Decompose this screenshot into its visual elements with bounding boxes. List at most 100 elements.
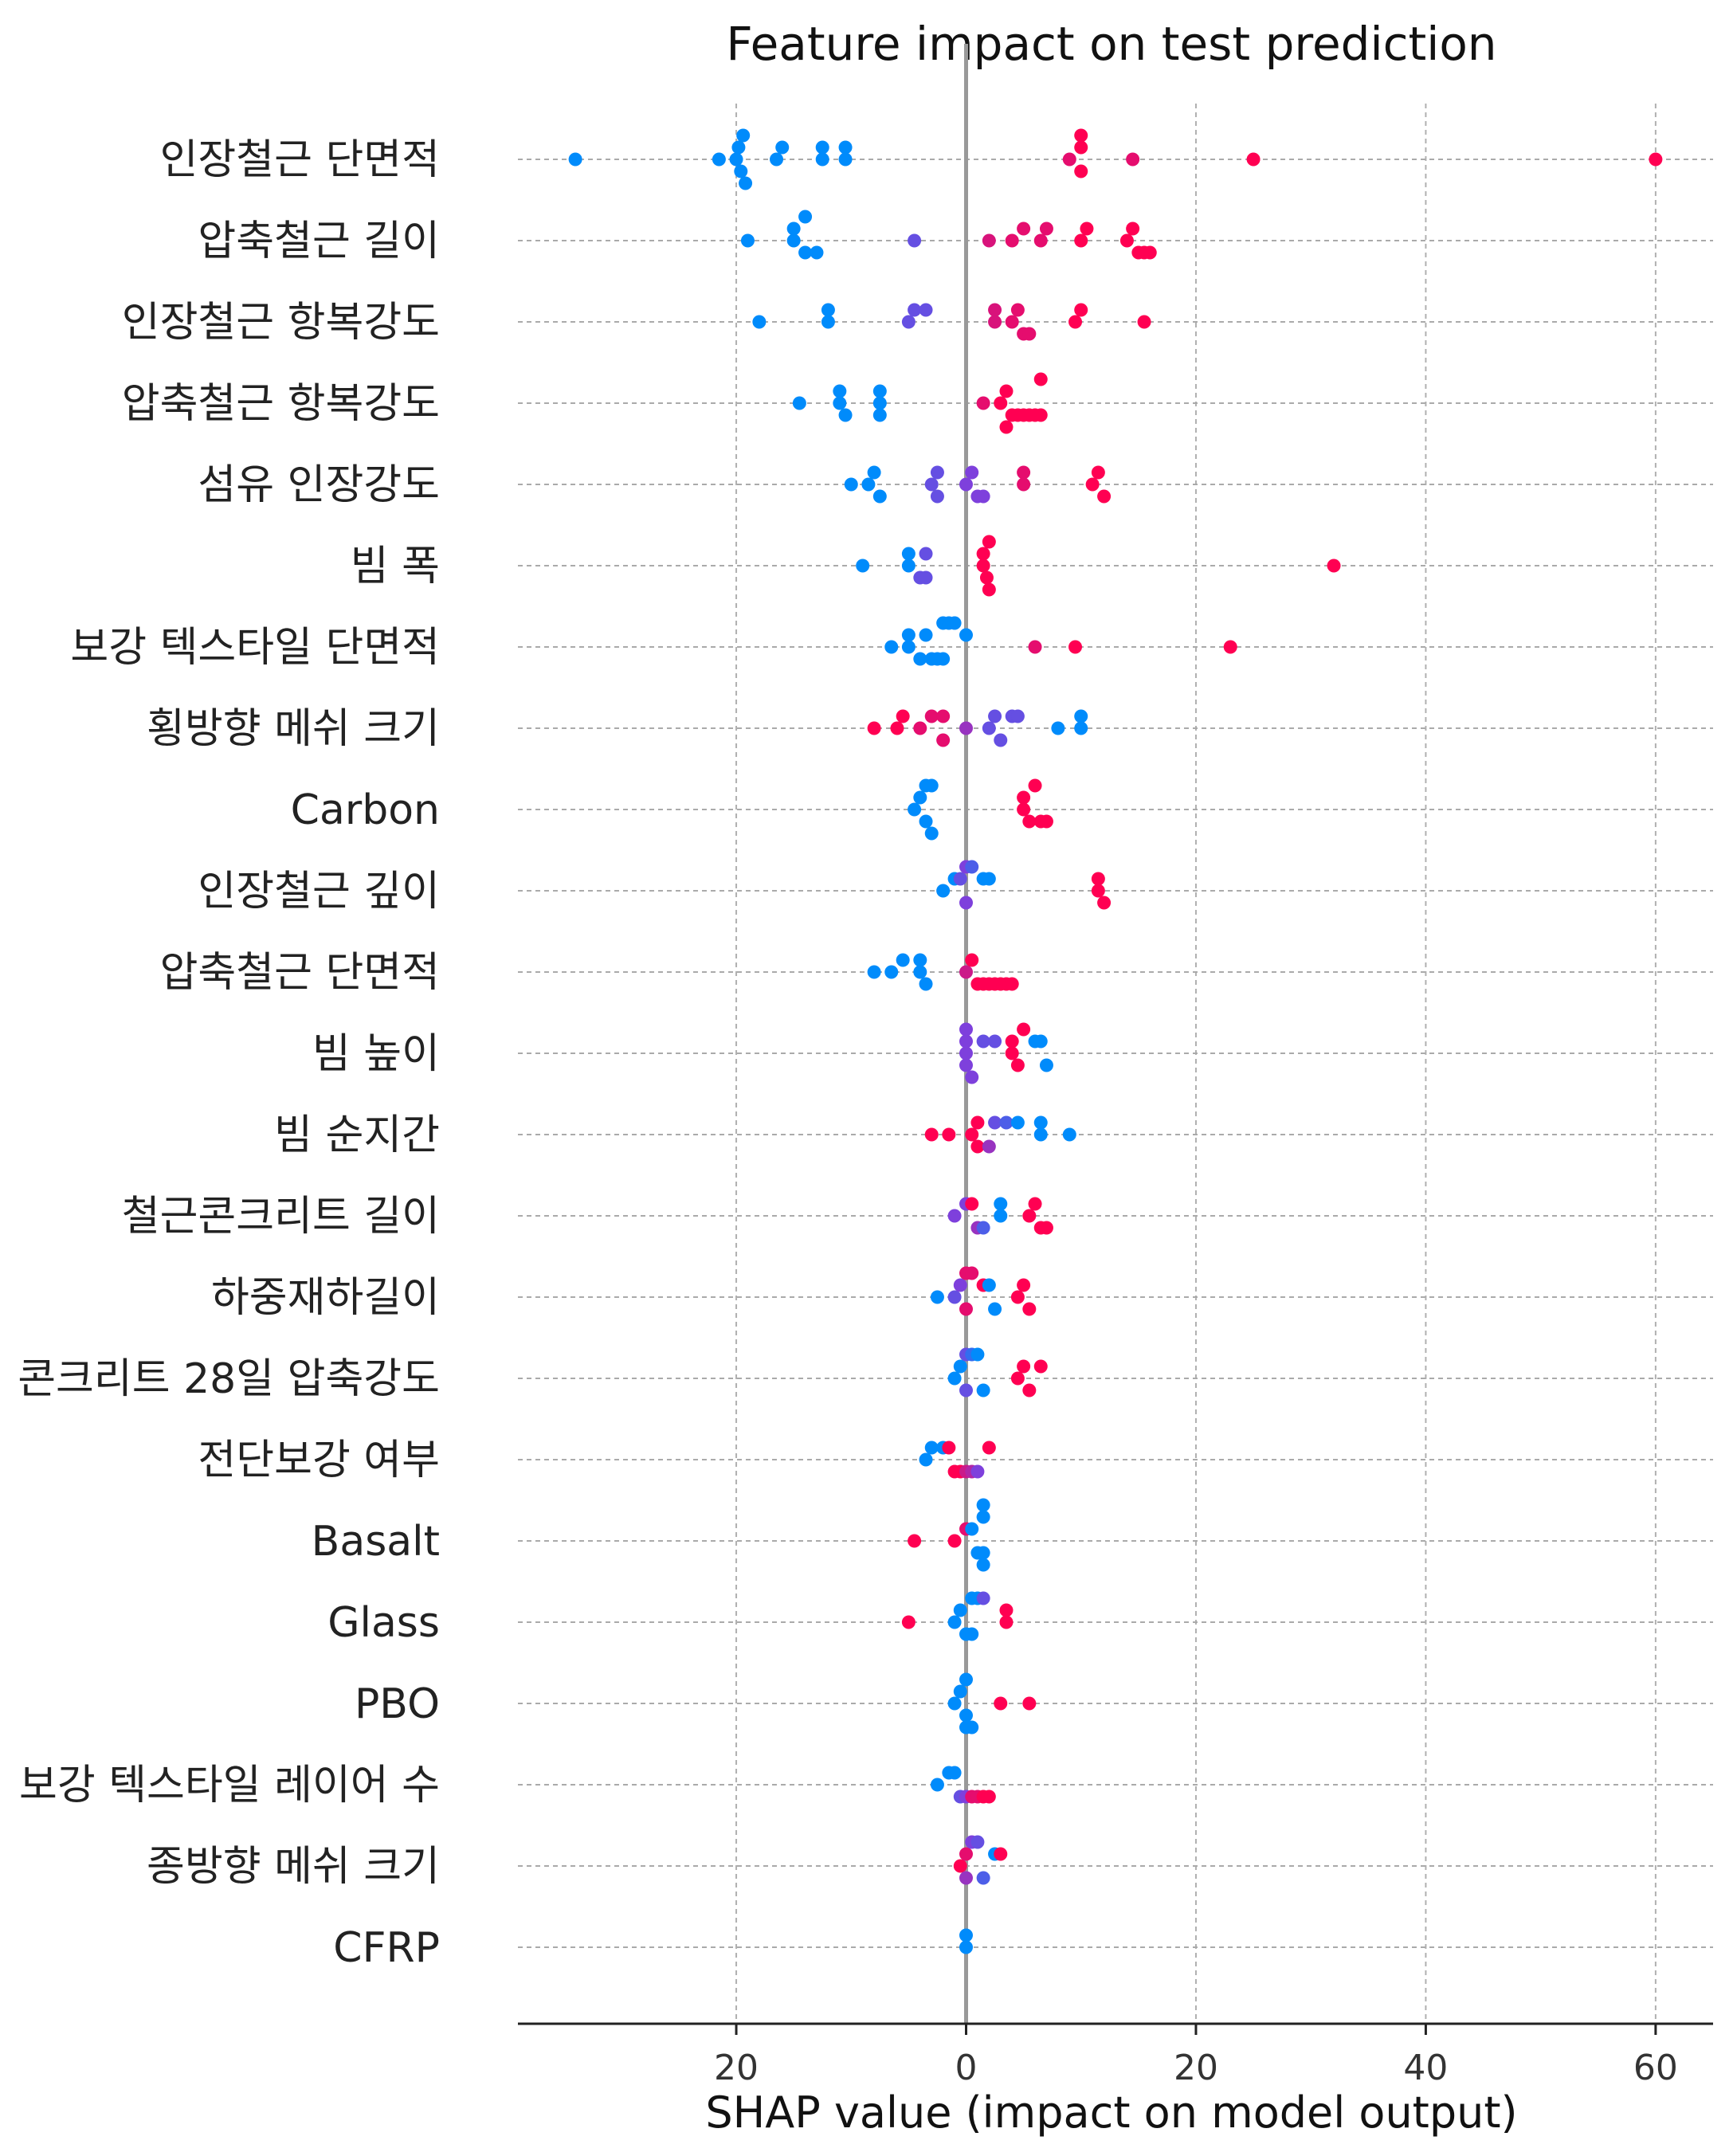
shap-point bbox=[976, 1510, 990, 1524]
shap-point bbox=[959, 1847, 973, 1861]
shap-point bbox=[1022, 1383, 1037, 1397]
shap-point bbox=[901, 559, 916, 573]
shap-point bbox=[924, 1127, 939, 1142]
shap-point bbox=[1033, 408, 1048, 422]
feature-label: 섬유 인장강도 bbox=[198, 461, 440, 509]
shap-point bbox=[947, 1534, 962, 1548]
feature-label: 횡방향 메쉬 크기 bbox=[147, 705, 440, 753]
feature-label: 압축철근 항복강도 bbox=[122, 380, 440, 428]
shap-point bbox=[786, 221, 801, 236]
shap-point bbox=[959, 1058, 973, 1072]
shap-point bbox=[1039, 814, 1053, 829]
shap-point bbox=[896, 709, 910, 723]
feature-label: 하중재하길이 bbox=[211, 1274, 440, 1322]
shap-point bbox=[982, 1789, 996, 1804]
shap-point bbox=[844, 477, 858, 492]
feature-label: PBO bbox=[355, 1680, 440, 1728]
shap-point bbox=[947, 1615, 962, 1629]
shap-point bbox=[976, 489, 990, 504]
shap-point bbox=[965, 1070, 979, 1084]
shap-point bbox=[1005, 1046, 1019, 1060]
shap-point bbox=[1017, 1022, 1031, 1037]
shap-point bbox=[1017, 802, 1031, 817]
shap-point bbox=[919, 977, 933, 991]
shap-point bbox=[970, 1139, 985, 1154]
shap-point bbox=[942, 1127, 956, 1142]
shap-point bbox=[867, 465, 881, 480]
shap-point bbox=[1074, 233, 1088, 248]
shap-point bbox=[988, 1302, 1002, 1316]
shap-point bbox=[936, 884, 951, 898]
shap-point bbox=[838, 152, 853, 167]
shap-point bbox=[1028, 640, 1042, 654]
shap-point bbox=[988, 303, 1002, 317]
shap-point bbox=[913, 965, 927, 979]
shap-point bbox=[1010, 709, 1025, 723]
shap-point bbox=[1091, 465, 1105, 480]
shap-point bbox=[901, 547, 916, 561]
shap-point bbox=[982, 535, 996, 549]
shap-point bbox=[1126, 221, 1140, 236]
shap-point bbox=[1097, 489, 1112, 504]
grid-layer bbox=[518, 44, 1713, 2024]
shap-point bbox=[1022, 814, 1037, 829]
shap-point bbox=[1039, 221, 1053, 236]
feature-label: 빔 순지간 bbox=[274, 1111, 440, 1159]
shap-point bbox=[965, 465, 979, 480]
shap-point bbox=[959, 1928, 973, 1942]
shap-point bbox=[953, 1603, 967, 1617]
feature-label: 보강 텍스타일 단면적 bbox=[70, 624, 440, 672]
shap-point bbox=[1649, 152, 1663, 167]
shap-point bbox=[953, 872, 967, 886]
shap-point bbox=[1010, 1058, 1025, 1072]
x-tick-label: 60 bbox=[1633, 2048, 1678, 2088]
shap-point bbox=[979, 570, 994, 585]
shap-point bbox=[959, 896, 973, 910]
shap-point bbox=[919, 547, 933, 561]
shap-point bbox=[959, 1383, 973, 1397]
shap-point bbox=[999, 1115, 1014, 1130]
shap-point bbox=[1033, 1127, 1048, 1142]
shap-point bbox=[919, 570, 933, 585]
shap-point bbox=[936, 709, 951, 723]
shap-point bbox=[798, 245, 813, 260]
shap-point bbox=[1091, 884, 1105, 898]
shap-point bbox=[1005, 977, 1019, 991]
shap-point bbox=[815, 140, 829, 155]
shap-point bbox=[930, 1290, 944, 1304]
feature-label: 종방향 메쉬 크기 bbox=[147, 1843, 440, 1891]
shap-point bbox=[976, 1221, 990, 1235]
shap-point bbox=[947, 1209, 962, 1223]
shap-point bbox=[924, 1441, 939, 1455]
shap-point bbox=[959, 1046, 973, 1060]
shap-point bbox=[1074, 128, 1088, 143]
shap-point bbox=[965, 1720, 979, 1735]
points-layer bbox=[568, 128, 1663, 1954]
shap-point bbox=[901, 1615, 916, 1629]
shap-point bbox=[740, 233, 755, 248]
shap-point bbox=[959, 721, 973, 735]
shap-point bbox=[872, 384, 887, 398]
shap-point bbox=[729, 152, 743, 167]
feature-label: Glass bbox=[327, 1599, 440, 1647]
shap-point bbox=[994, 1197, 1008, 1211]
shap-point bbox=[982, 233, 996, 248]
shap-point bbox=[924, 826, 939, 841]
shap-point bbox=[959, 1940, 973, 1954]
shap-point bbox=[739, 176, 753, 190]
shap-point bbox=[770, 152, 784, 167]
shap-point bbox=[924, 778, 939, 793]
shap-point bbox=[965, 1627, 979, 1641]
shap-point bbox=[976, 1383, 990, 1397]
shap-point bbox=[936, 652, 951, 666]
shap-point bbox=[988, 1115, 1002, 1130]
shap-point bbox=[1022, 1696, 1037, 1711]
shap-point bbox=[982, 872, 996, 886]
shap-point bbox=[936, 733, 951, 747]
shap-point bbox=[896, 953, 910, 967]
shap-point bbox=[994, 1847, 1008, 1861]
shap-point bbox=[976, 1034, 990, 1049]
shap-point bbox=[1074, 709, 1088, 723]
shap-point bbox=[959, 628, 973, 642]
shap-point bbox=[930, 465, 944, 480]
